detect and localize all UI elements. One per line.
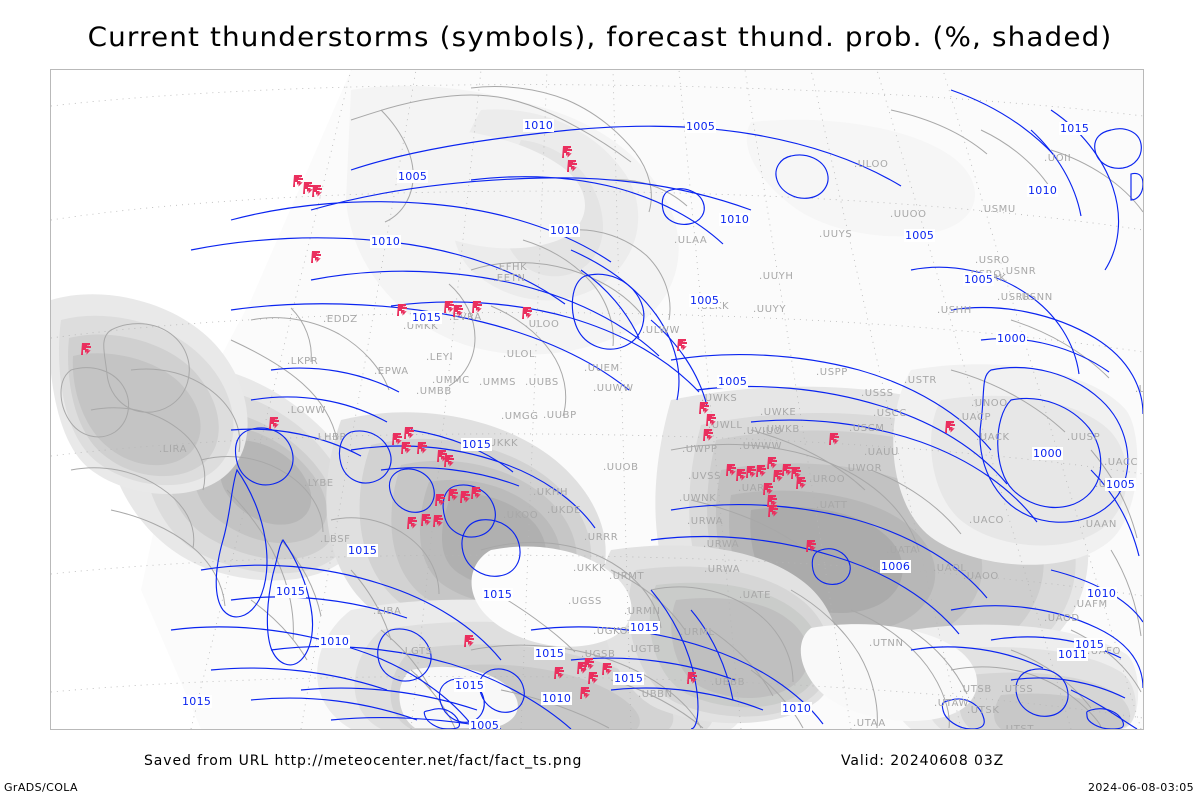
thunderstorm-symbol (584, 657, 597, 674)
isobar-label: 1005 (1105, 478, 1137, 491)
grads-producer-tag: GrADS/COLA (4, 781, 78, 794)
thunderstorm-symbol (453, 304, 466, 321)
thunderstorm-symbol (945, 420, 958, 437)
thunderstorm-symbol (767, 456, 780, 473)
thunderstorm-symbol (472, 300, 485, 317)
thunderstorm-symbol (746, 465, 759, 482)
thunderstorm-symbol (806, 539, 819, 556)
thunderstorm-symbol (580, 686, 593, 703)
page-title: Current thunderstorms (symbols), forecas… (87, 22, 1113, 53)
thunderstorm-symbol (562, 145, 575, 162)
isobar-label: 1005 (963, 273, 995, 286)
isobar-label: 1005 (685, 120, 717, 133)
isobar-label: 1010 (523, 119, 555, 132)
thunderstorm-symbol (791, 466, 804, 483)
isobar-label: 1015 (1074, 638, 1106, 651)
thunderstorm-symbol (782, 463, 795, 480)
thunderstorm-symbol (421, 513, 434, 530)
thunderstorm-symbol (392, 432, 405, 449)
isobar-label: 1015 (534, 647, 566, 660)
valid-time-label: Valid: 20240608 03Z (841, 753, 1005, 769)
thunderstorm-symbol (767, 494, 780, 511)
isobar-label: 1010 (719, 213, 751, 226)
isobar-label: 1010 (549, 224, 581, 237)
thunderstorm-symbol (444, 300, 457, 317)
map-canvas[interactable]: .ULOO .UOII .USMU .UUOO .UUYS .ULAA .EFHK .EETN… (50, 69, 1144, 730)
isobar-label: 1006 (880, 560, 912, 573)
thunderstorm-symbol (269, 416, 282, 433)
thunderstorm-symbol (435, 493, 448, 510)
thunderstorm-symbol (444, 454, 457, 471)
thunderstorm-symbol (464, 634, 477, 651)
isobar-label: 1015 (629, 621, 661, 634)
thunderstorm-symbol (756, 464, 769, 481)
thunderstorm-symbol (437, 449, 450, 466)
isobar-label: 1010 (781, 702, 813, 715)
isobar-label: 1010 (1027, 184, 1059, 197)
thunderstorm-symbol (554, 666, 567, 683)
isobar-label: 1015 (613, 672, 645, 685)
coastlines-borders (60, 86, 1143, 729)
thunderstorm-symbol (687, 671, 700, 688)
isobar-label: 1015 (461, 438, 493, 451)
generation-timestamp: 2024-06-08-03:05 (1088, 781, 1194, 794)
saved-from-url: Saved from URL http://meteocenter.net/fa… (144, 753, 583, 769)
thunderstorm-symbol (407, 516, 420, 533)
thunderstorm-symbol (404, 426, 417, 443)
thunderstorm-symbol (460, 490, 473, 507)
thunderstorm-symbol (448, 488, 461, 505)
thunderstorm-symbol (433, 514, 446, 531)
graticule (51, 70, 1143, 729)
thunderstorm-symbol (81, 342, 94, 359)
isobar-label: 1015 (411, 311, 443, 324)
thunderstorm-symbol (303, 181, 316, 198)
thunderstorm-symbol (699, 401, 712, 418)
isobar-label: 1015 (275, 585, 307, 598)
isobar-label: 1005 (397, 170, 429, 183)
isobar-label: 1005 (469, 719, 501, 730)
thunderstorm-symbol (677, 338, 690, 355)
thunderstorm-symbol (602, 662, 615, 679)
thunderstorm-symbol (736, 468, 749, 485)
thunderstorm-symbol (796, 476, 809, 493)
isobar-label: 1010 (541, 692, 573, 705)
isobar-label: 1011 (1057, 648, 1089, 661)
thunderstorm-symbol (773, 469, 786, 486)
isobar-label: 1010 (370, 235, 402, 248)
isobar-label: 1005 (904, 229, 936, 242)
thunderstorm-symbol (417, 441, 430, 458)
thunderstorm-symbol (703, 428, 716, 445)
isobar-label: 1015 (181, 695, 213, 708)
isobar-label: 1015 (454, 679, 486, 692)
thunderstorm-symbol (522, 306, 535, 323)
thunderstorm-symbol (588, 671, 601, 688)
probability-shading (51, 70, 1143, 729)
isobar-label: 1010 (319, 635, 351, 648)
isobar-label: 1000 (1032, 447, 1064, 460)
thunderstorm-symbol (768, 504, 781, 521)
thunderstorm-symbol (706, 413, 719, 430)
isobar-label: 1010 (1086, 587, 1118, 600)
isobar-label: 1005 (717, 375, 749, 388)
thunderstorm-symbol (763, 482, 776, 499)
thunderstorm-symbol (829, 432, 842, 449)
map-graphics (51, 70, 1143, 729)
isobar-label: 1015 (1059, 122, 1091, 135)
thunderstorm-symbol (311, 250, 324, 267)
isobar-label: 1000 (996, 332, 1028, 345)
thunderstorm-symbol (293, 174, 306, 191)
isobar-label: 1005 (689, 294, 721, 307)
thunderstorm-symbol (567, 159, 580, 176)
thunderstorm-symbol (397, 303, 410, 320)
isobar-label: 1015 (482, 588, 514, 601)
thunderstorm-symbol (401, 441, 414, 458)
isobar-label: 1015 (347, 544, 379, 557)
thunderstorm-symbol (312, 184, 325, 201)
thunderstorm-symbol (726, 463, 739, 480)
thunderstorm-symbol (471, 486, 484, 503)
